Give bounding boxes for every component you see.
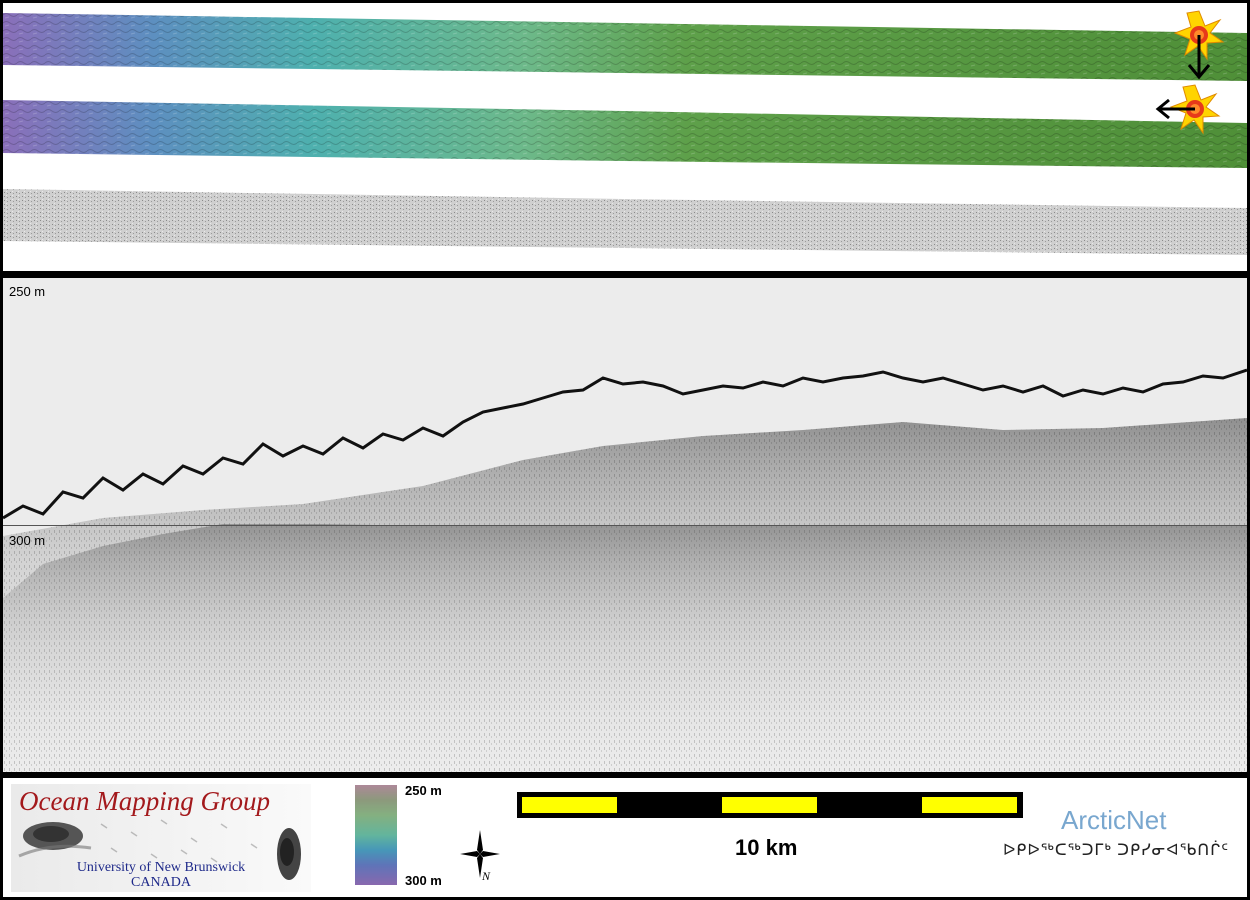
ocean-mapping-group-logo: Ocean Mapping Group University of New Br… (11, 784, 311, 892)
backscatter-swath (3, 189, 1247, 255)
arcticnet-logo: ArcticNet (1061, 805, 1167, 835)
arcticnet-syllabics: ᐅᑭᐅᖅᑕᖅᑐᒥᒃ ᑐᑭᓯᓂᐊᖃᑎᒌᑦ (1003, 842, 1230, 859)
depth-color-legend (355, 785, 397, 885)
profile-svg (3, 368, 1247, 772)
compass-rose-icon: N (460, 830, 500, 882)
logo-university: University of New Brunswick (76, 860, 246, 875)
logo-artwork (11, 784, 311, 892)
seabed-reflector (3, 368, 1247, 520)
footer-panel: Ocean Mapping Group University of New Br… (3, 778, 1247, 897)
scale-label: 10 km (735, 835, 798, 860)
scale-segment (522, 797, 617, 813)
depth-divider (3, 525, 1247, 526)
compass-letter: N (481, 869, 491, 882)
arrow-down-icon (1187, 35, 1211, 80)
logo-title: Ocean Mapping Group (19, 786, 270, 816)
legend-bottom-label: 300 m (405, 873, 442, 888)
scale-bar (517, 792, 1023, 818)
ship-icon (18, 822, 92, 858)
swath-panel (3, 3, 1247, 271)
depth-label-250: 250 m (9, 284, 46, 299)
arrow-left-icon (1155, 98, 1195, 120)
swath-svg (3, 10, 1247, 255)
scale-segment (722, 797, 817, 813)
scale-segment (922, 797, 1017, 813)
subbottom-profile-panel: 250 m 300 m (3, 278, 1247, 772)
bathymetry-swath-top (3, 13, 1247, 81)
ship-icon (277, 828, 301, 880)
logo-country: CANADA (131, 875, 191, 890)
legend-top-label: 250 m (405, 783, 442, 798)
lower-reflector (3, 524, 1247, 772)
bathymetry-swath-middle (3, 100, 1247, 168)
depth-label-300: 300 m (9, 533, 46, 548)
